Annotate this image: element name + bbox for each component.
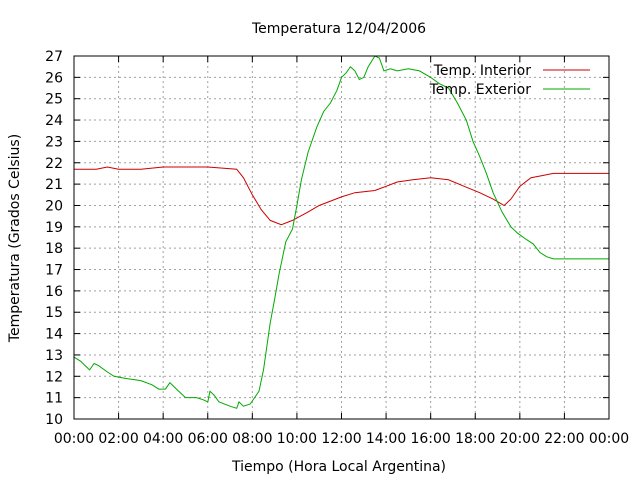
- x-tick-label: 00:00: [589, 431, 629, 447]
- y-tick-label: 20: [45, 198, 63, 214]
- y-tick-label: 12: [45, 369, 63, 385]
- y-tick-label: 17: [45, 263, 63, 279]
- plot-frame: [73, 55, 610, 420]
- y-tick-label: 10: [45, 412, 63, 428]
- y-tick-label: 21: [45, 177, 63, 193]
- x-tick-label: 00:00: [54, 431, 94, 447]
- series-line-temp-exterior: [73, 55, 609, 409]
- x-tick-label: 22:00: [544, 431, 584, 447]
- y-tick-label: 15: [45, 305, 63, 321]
- y-axis-label: Temperatura (Grados Celsius): [7, 134, 23, 343]
- y-tick-label: 27: [45, 49, 63, 65]
- y-tick-label: 19: [45, 220, 63, 236]
- y-tick-label: 23: [45, 134, 63, 150]
- x-axis-ticks: 00:00 02:00 04:00 06:00 08:00 10:00 12:00 14:00…: [54, 56, 629, 447]
- chart-title: Temperatura 12/04/2006: [251, 21, 426, 37]
- y-tick-label: 24: [45, 113, 63, 129]
- x-tick-label: 06:00: [188, 431, 228, 447]
- x-tick-label: 02:00: [98, 431, 138, 447]
- y-tick-label: 11: [45, 391, 63, 407]
- x-tick-label: 18:00: [455, 431, 495, 447]
- legend-label-temp-interior: Temp. Interior: [433, 63, 532, 79]
- x-tick-label: 12:00: [321, 431, 361, 447]
- x-tick-label: 14:00: [366, 431, 406, 447]
- x-tick-label: 20:00: [500, 431, 540, 447]
- grid: [74, 56, 609, 419]
- x-axis-label: Tiempo (Hora Local Argentina): [231, 459, 446, 475]
- series-lines: [73, 55, 609, 409]
- x-tick-label: 16:00: [410, 431, 450, 447]
- y-tick-label: 13: [45, 348, 63, 364]
- x-tick-label: 04:00: [143, 431, 183, 447]
- y-tick-label: 26: [45, 70, 63, 86]
- y-tick-label: 18: [45, 241, 63, 257]
- series-line-temp-interior: [74, 166, 609, 226]
- x-tick-label: 10:00: [277, 431, 317, 447]
- x-tick-label: 08:00: [232, 431, 272, 447]
- y-tick-label: 22: [45, 156, 63, 172]
- y-tick-label: 14: [45, 327, 63, 343]
- legend: Temp. Interior Temp. Exterior: [429, 63, 590, 98]
- y-tick-label: 25: [45, 92, 63, 108]
- y-tick-label: 16: [45, 284, 63, 300]
- legend-label-temp-exterior: Temp. Exterior: [429, 82, 532, 98]
